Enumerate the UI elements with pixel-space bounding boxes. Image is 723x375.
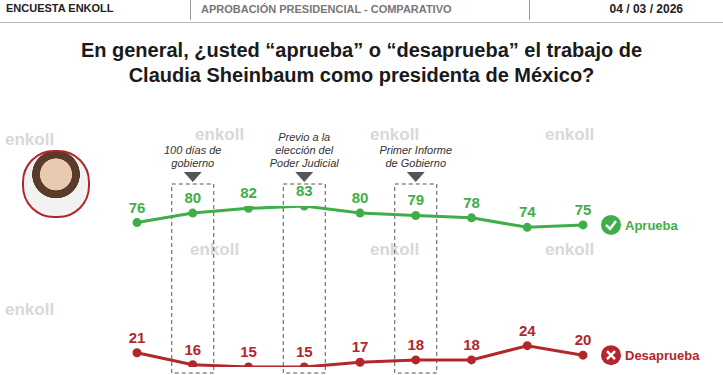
html-text:enkoll: enkoll [5, 300, 55, 319]
svg-text:18: 18 [463, 336, 480, 353]
svg-text:15: 15 [240, 343, 257, 360]
svg-text:elección del: elección del [275, 144, 334, 156]
html-text:enkoll: enkoll [370, 240, 420, 259]
svg-text:Aprueba: Aprueba [625, 218, 679, 233]
svg-text:15: 15 [296, 343, 313, 360]
svg-text:76: 76 [129, 199, 146, 216]
svg-text:74: 74 [519, 203, 536, 220]
svg-text:17: 17 [352, 338, 369, 355]
svg-text:78: 78 [463, 194, 480, 211]
html-text:04 / 03 / 2026: 04 / 03 / 2026 [609, 2, 683, 16]
html-text:ENCUESTA ENKOLL: ENCUESTA ENKOLL [6, 2, 114, 14]
svg-text:18: 18 [407, 336, 424, 353]
svg-text:de Gobierno: de Gobierno [385, 157, 446, 169]
svg-text:82: 82 [240, 184, 257, 201]
svg-text:75: 75 [575, 201, 592, 218]
svg-text:100 días de: 100 días de [164, 144, 222, 156]
html-text:En general, ¿usted “aprueba” o: En general, ¿usted “aprueba” o “desaprue… [80, 39, 643, 86]
svg-text:Poder Judicial: Poder Judicial [270, 157, 340, 169]
svg-text:Previo a la: Previo a la [278, 131, 330, 143]
svg-text:24: 24 [519, 322, 536, 339]
svg-text:16: 16 [184, 341, 201, 358]
html-text:APROBACIÓN PRESIDENCIAL - COMP: APROBACIÓN PRESIDENCIAL - COMPARATIVO [201, 3, 452, 15]
svg-text:Primer Informe: Primer Informe [379, 144, 452, 156]
html-text:enkoll: enkoll [545, 240, 595, 259]
svg-text:gobierno: gobierno [171, 157, 214, 169]
html-text:enkoll: enkoll [370, 125, 420, 144]
svg-text:79: 79 [407, 191, 424, 208]
html-text:enkoll: enkoll [545, 125, 595, 144]
svg-text:20: 20 [575, 331, 592, 348]
html-text:enkoll: enkoll [5, 130, 55, 149]
svg-text:83: 83 [296, 182, 313, 199]
svg-text:21: 21 [129, 329, 146, 346]
html-text:enkoll: enkoll [195, 125, 245, 144]
svg-text:80: 80 [184, 189, 201, 206]
svg-text:80: 80 [352, 189, 369, 206]
svg-text:Desaprueba: Desaprueba [625, 348, 700, 363]
html-text:enkoll: enkoll [190, 240, 240, 259]
